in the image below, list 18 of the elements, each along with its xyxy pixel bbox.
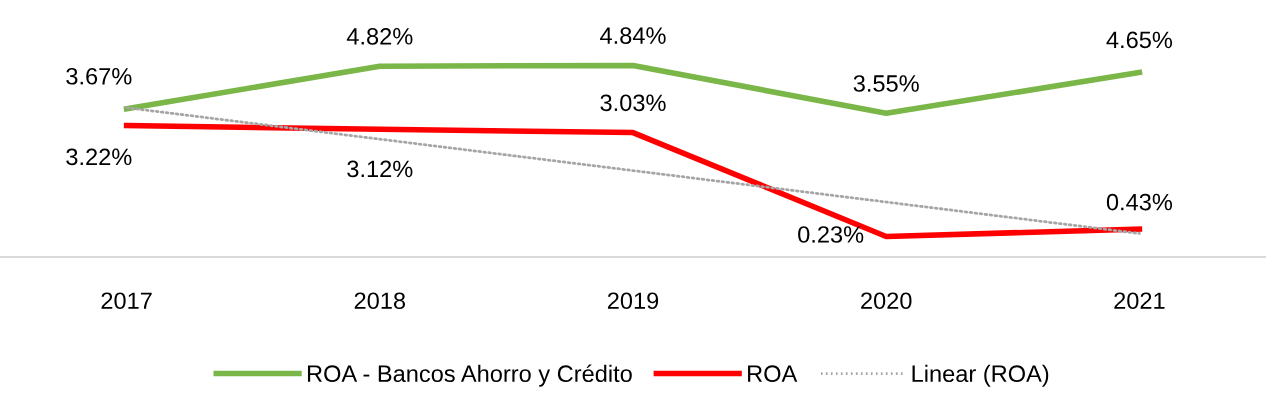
data-label: 3.55% [853, 75, 919, 92]
legend-label: ROA - Bancos Ahorro y Crédito [307, 364, 632, 387]
data-label: 4.84% [600, 27, 666, 44]
data-label: 0.23% [798, 226, 864, 243]
x-tick-label: 2018 [354, 292, 406, 310]
x-tick-label: 2019 [607, 292, 659, 310]
data-label: 3.12% [347, 160, 413, 178]
legend-label: ROA [748, 365, 798, 383]
x-tick-label: 2020 [861, 292, 912, 310]
data-label: 0.43% [1106, 193, 1173, 211]
data-label: 3.22% [66, 148, 132, 166]
data-label: 4.82% [346, 27, 413, 45]
legend-label: Linear (ROA) [912, 364, 1049, 387]
data-label: 3.67% [66, 67, 132, 85]
data-label: 4.65% [1106, 31, 1173, 49]
x-tick-label: 2021 [1114, 292, 1165, 310]
x-tick-label: 2017 [101, 292, 152, 310]
data-label: 3.03% [600, 94, 666, 112]
